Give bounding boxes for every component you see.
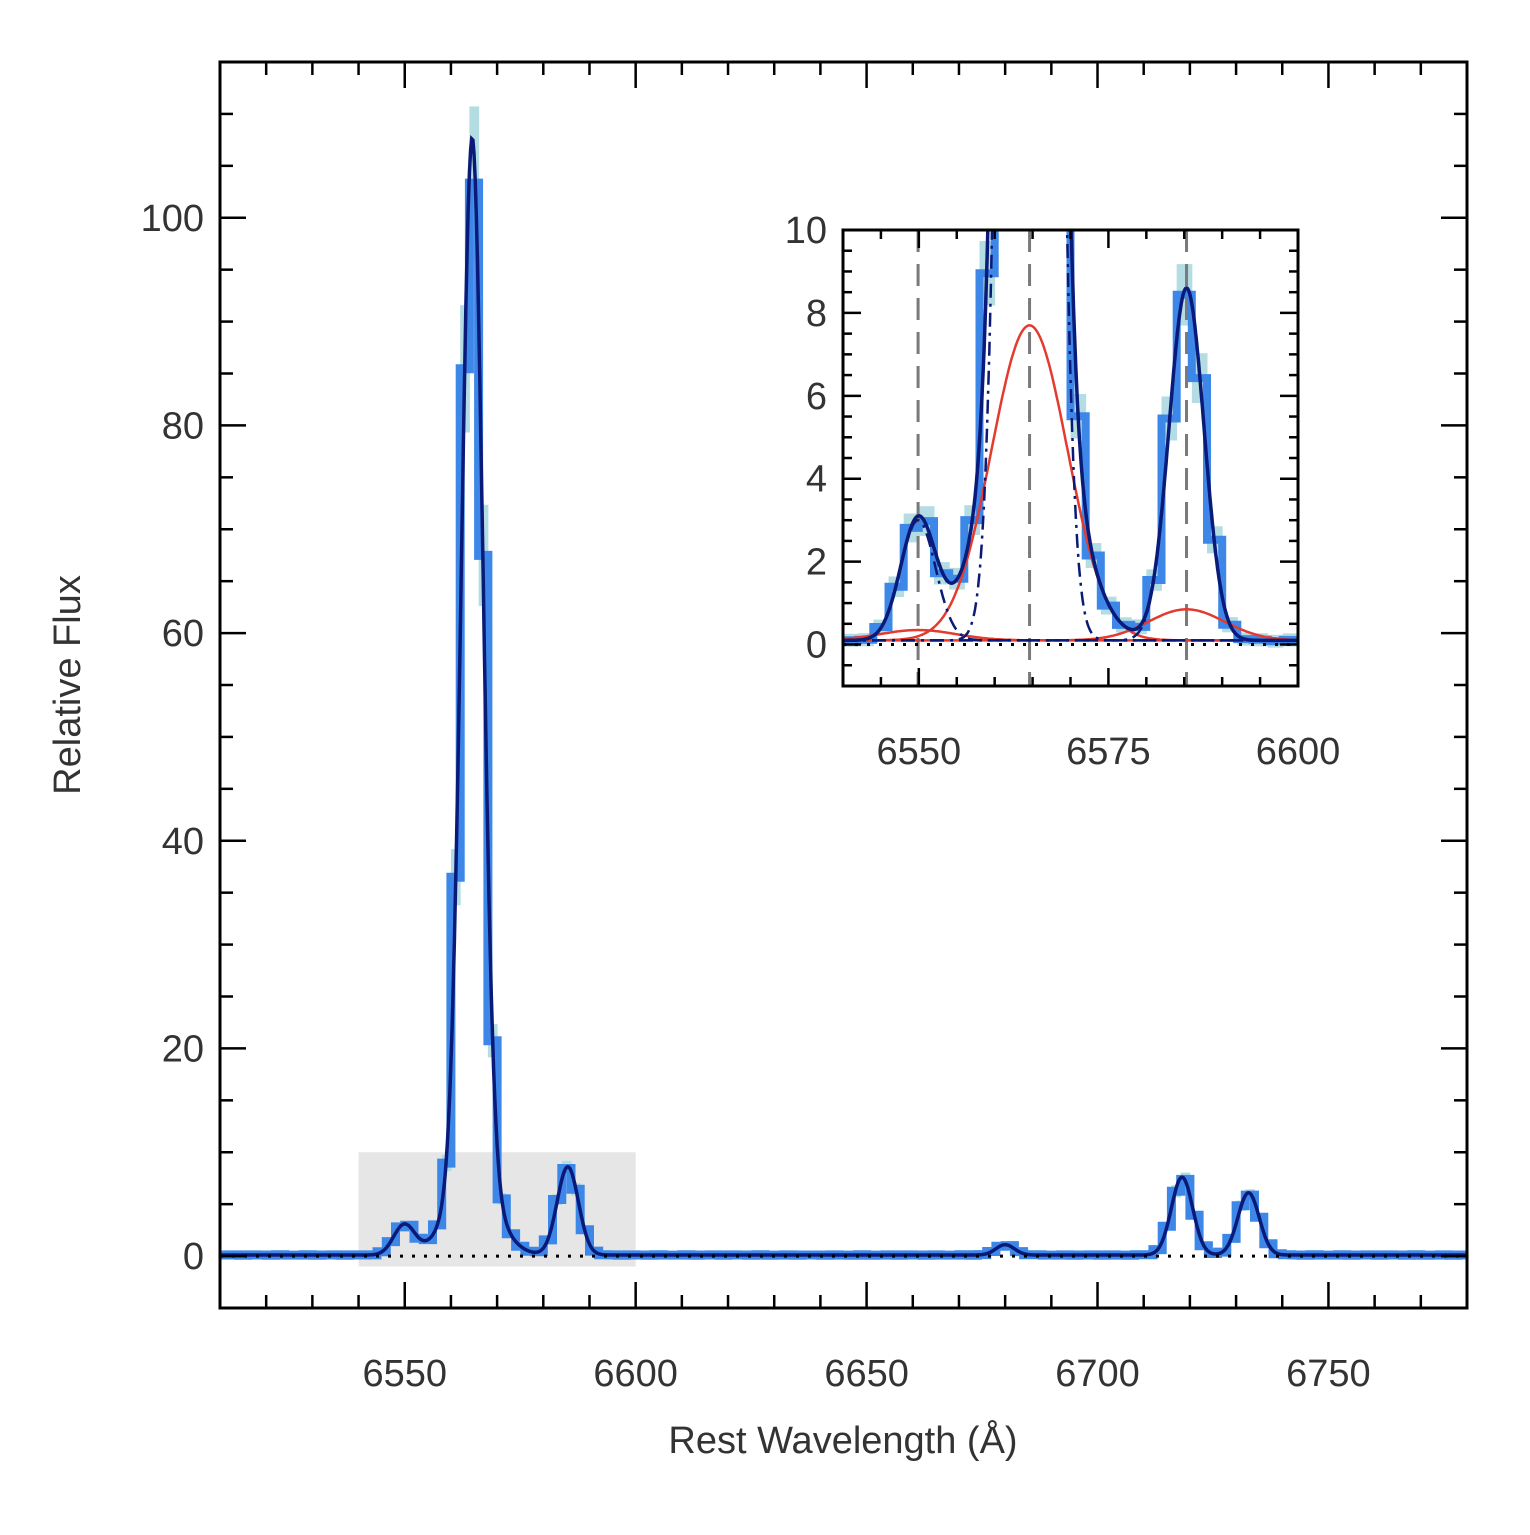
inset-y-tick-label: 2 xyxy=(806,542,827,584)
main-data-group xyxy=(220,106,1467,1260)
inset-y-tick-label: 6 xyxy=(806,376,827,418)
x-tick-label: 6750 xyxy=(1286,1353,1371,1395)
x-axis-title: Rest Wavelength (Å) xyxy=(668,1418,1017,1462)
inset-y-tick-label: 0 xyxy=(806,625,827,667)
y-tick-label: 80 xyxy=(162,405,204,447)
y-tick-label: 0 xyxy=(183,1236,204,1278)
y-tick-label: 100 xyxy=(141,198,204,240)
narrow-component xyxy=(843,230,1298,642)
inset-data-group xyxy=(843,230,1298,686)
broad-nii-6584-component xyxy=(843,608,1298,642)
x-tick-label: 6600 xyxy=(593,1353,678,1395)
inset-y-tick-label: 4 xyxy=(806,459,827,501)
y-tick-label: 40 xyxy=(162,821,204,863)
y-tick-label: 20 xyxy=(162,1028,204,1070)
inset-y-tick-label: 10 xyxy=(785,210,827,252)
fit-line xyxy=(220,134,1467,1257)
inset-fit-line xyxy=(843,230,1298,643)
y-axis-title: Relative Flux xyxy=(47,575,89,795)
x-tick-label: 6550 xyxy=(362,1353,447,1395)
inset-x-tick-label: 6575 xyxy=(1066,731,1151,773)
y-tick-label: 60 xyxy=(162,613,204,655)
inset-y-tick-label: 8 xyxy=(806,293,827,335)
inset-x-tick-label: 6600 xyxy=(1256,731,1341,773)
inset-x-tick-label: 6550 xyxy=(877,731,962,773)
x-tick-label: 6650 xyxy=(824,1353,909,1395)
inset-panel: 6550 6575 6600 0 2 4 6 8 10 xyxy=(785,210,1341,773)
x-tick-label: 6700 xyxy=(1055,1353,1140,1395)
